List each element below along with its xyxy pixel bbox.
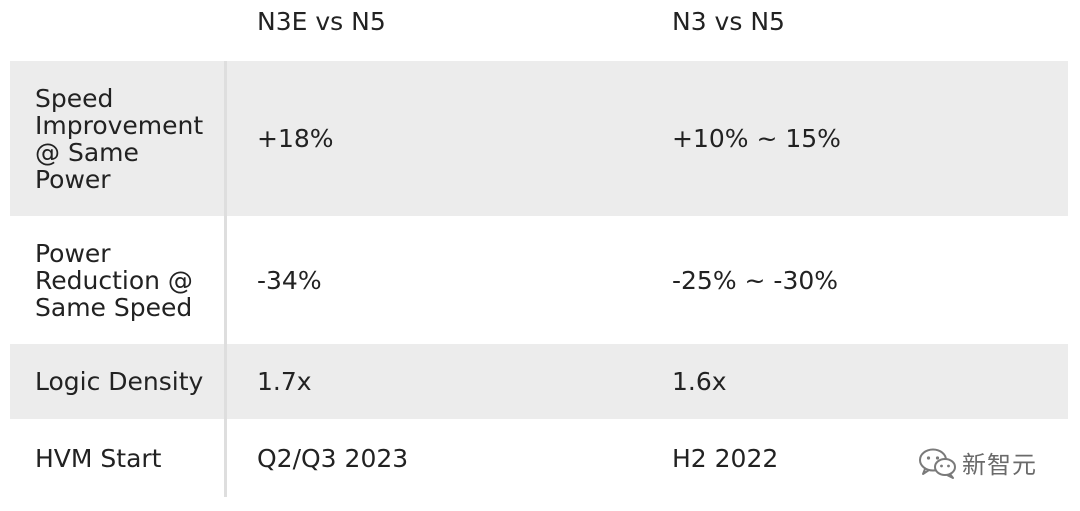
watermark: 新智元 — [918, 445, 1037, 480]
watermark-text: 新智元 — [962, 451, 1037, 479]
row-label: Power Reduction @ Same Speed — [10, 216, 227, 344]
row-label: HVM Start — [10, 419, 227, 497]
cell-value: 1.7x — [257, 367, 312, 396]
wechat-icon — [918, 447, 958, 479]
row-label: Logic Density — [10, 344, 227, 419]
cell-value: 1.6x — [672, 367, 727, 396]
cell-value: -25% ~ -30% — [672, 265, 839, 295]
table-row: HVM Start Q2/Q3 2023 H2 2022 — [10, 419, 1068, 497]
table-row: Speed Improvement @ Same Power +18% +10%… — [10, 61, 1068, 216]
header-cell-empty — [10, 8, 227, 58]
header-cell-n3-vs-n5: N3 vs N5 — [672, 7, 785, 36]
table-header-row: N3E vs N5 N3 vs N5 — [10, 0, 1068, 58]
header-cell-n3e-vs-n5: N3E vs N5 — [257, 7, 386, 36]
table-row: Power Reduction @ Same Speed -34% -25% ~… — [10, 216, 1068, 344]
cell-value: +10% ~ 15% — [672, 124, 841, 153]
cell-value: +18% — [257, 124, 334, 153]
cell-value: -34% — [257, 265, 322, 295]
table-row: Logic Density 1.7x 1.6x — [10, 344, 1068, 419]
comparison-table: N3E vs N5 N3 vs N5 Speed Improvement @ S… — [10, 0, 1068, 497]
cell-value: Q2/Q3 2023 — [257, 443, 409, 473]
cell-value: H2 2022 — [672, 443, 779, 473]
row-label: Speed Improvement @ Same Power — [10, 61, 227, 216]
